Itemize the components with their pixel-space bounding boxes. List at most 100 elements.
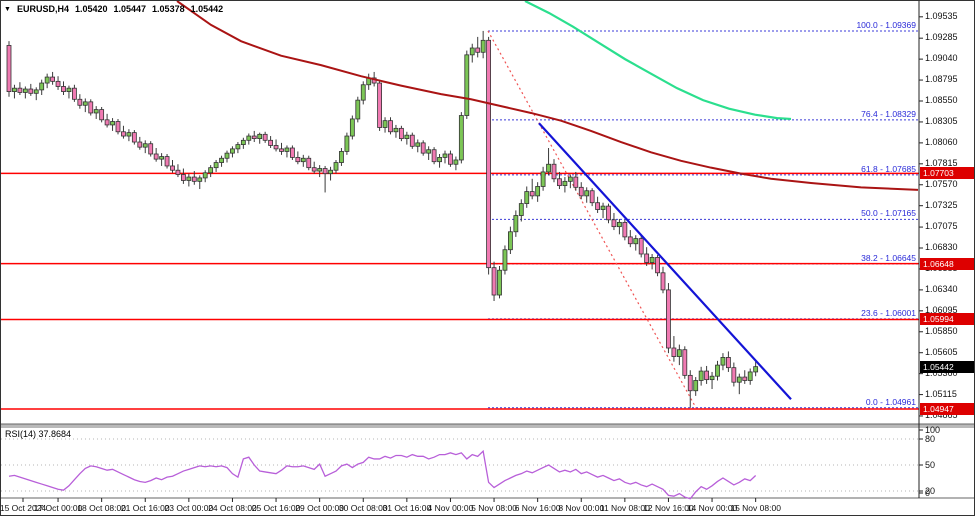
candle-body (589, 190, 595, 204)
price-axis-label: 1.06830 (925, 242, 958, 252)
candle-body (268, 139, 274, 146)
candle-body (633, 238, 639, 245)
fib-level-label: 0.0 - 1.04961 (865, 396, 916, 407)
price-level-tag: 1.05994 (920, 313, 974, 326)
candle-body (39, 82, 45, 91)
candle-body (431, 149, 437, 163)
price-axis-label: 1.09535 (925, 10, 958, 21)
candle-body (202, 172, 208, 179)
candle-body (17, 87, 23, 93)
time-axis-label: 29 Oct 00:00 (295, 503, 344, 513)
candle-body (61, 86, 66, 92)
chart-header: ▼ EURUSD,H4 1.05420 1.05447 1.05378 1.05… (4, 4, 223, 14)
candle-body (698, 370, 704, 381)
candle-body (355, 99, 361, 120)
price-axis-label: 1.06340 (925, 283, 958, 294)
candle-body (66, 87, 72, 92)
price-axis-label: 1.08550 (925, 95, 958, 105)
fib-diagonal-line (487, 30, 697, 409)
time-axis-label: 4 Nov 00:00 (427, 503, 474, 513)
candle-body (230, 148, 235, 154)
candle-body (382, 120, 388, 128)
candle-body (93, 109, 99, 114)
candle-body (442, 153, 448, 158)
price-axis-label: 1.09040 (925, 53, 958, 64)
candle-body (409, 134, 415, 147)
candle-body (191, 176, 197, 182)
candle-body (33, 89, 39, 94)
candle-body (480, 39, 486, 53)
candle-body (99, 109, 105, 121)
candle-body (518, 203, 524, 216)
candle-body (22, 88, 28, 93)
fib-level-label: 50.0 - 1.07165 (861, 208, 916, 219)
candle-body (567, 176, 573, 182)
candle-body (170, 165, 175, 171)
ma-slow-line (176, 1, 919, 191)
rsi-scale-label: 100 (925, 425, 941, 435)
candle-body (578, 186, 584, 197)
candle-body (666, 289, 671, 349)
candle-body (213, 162, 219, 169)
candle-body (104, 119, 110, 126)
candle-body (159, 156, 165, 160)
candle-body (704, 370, 709, 381)
trendline (538, 122, 792, 401)
rsi-indicator-label: RSI(14) 37.8684 (5, 429, 72, 439)
candle-body (486, 39, 492, 269)
candle-body (393, 127, 399, 133)
rsi-scale-label: 0 (925, 488, 931, 498)
candle-body (584, 190, 590, 197)
candle-body (6, 45, 12, 92)
candle-body (273, 145, 279, 150)
candle-body (224, 152, 230, 159)
price-level-tag: 1.07703 (920, 167, 974, 180)
price-axis-label: 1.07815 (925, 157, 958, 168)
candle-body (453, 159, 459, 165)
time-axis-label: 25 Oct 16:00 (251, 503, 301, 513)
candle-body (507, 231, 513, 251)
candle-body (747, 371, 753, 381)
price-axis-label: 1.08795 (925, 74, 958, 85)
time-axis-label: 5 Nov 08:00 (471, 503, 517, 513)
candle-body (595, 202, 600, 210)
candle-body (606, 205, 611, 221)
time-axis-label: 18 Oct 08:00 (77, 503, 126, 513)
candle-body (344, 135, 350, 152)
candle-body (448, 153, 453, 165)
candle-body (262, 133, 268, 141)
rsi-scale-label: 80 (925, 433, 936, 444)
time-axis-label: 23 Oct 00:00 (164, 503, 214, 513)
candle-body (611, 219, 617, 228)
candle-body (137, 141, 143, 148)
candle-body (676, 349, 682, 357)
candle-body (546, 163, 551, 173)
price-axis[interactable]: 1.09535 1.09285 1.09040 1.08795 1.08550 1.083… (919, 1, 974, 498)
candle-body (219, 157, 224, 163)
fib-level-label: 38.2 - 1.06645 (861, 252, 916, 263)
candle-body (300, 157, 306, 163)
candle-body (638, 238, 644, 255)
candle-body (115, 121, 121, 133)
candle-body (497, 269, 502, 296)
candle-body (12, 87, 17, 92)
candle-body (404, 134, 410, 140)
time-axis-label: 14 Nov 00:00 (686, 503, 738, 513)
candle-body (464, 54, 470, 116)
time-axis-label: 31 Oct 16:00 (382, 503, 432, 513)
symbol-dropdown-icon[interactable]: ▼ (4, 5, 11, 13)
fib-level-label: 61.8 - 1.07685 (861, 163, 916, 174)
candle-body (736, 376, 742, 383)
price-axis-label: 1.05115 (925, 388, 957, 399)
candle-body (524, 191, 530, 204)
candle-body (339, 151, 344, 163)
candle-body (535, 186, 541, 197)
price-axis-label: 1.06095 (925, 304, 958, 315)
price-axis-label: 1.08060 (925, 136, 958, 147)
candle-body (50, 76, 55, 82)
time-axis-label: 24 Oct 08:00 (208, 503, 257, 513)
candle-body (513, 215, 519, 233)
candle-body (148, 143, 154, 155)
ohlc-high: 1.05447 (113, 4, 147, 14)
